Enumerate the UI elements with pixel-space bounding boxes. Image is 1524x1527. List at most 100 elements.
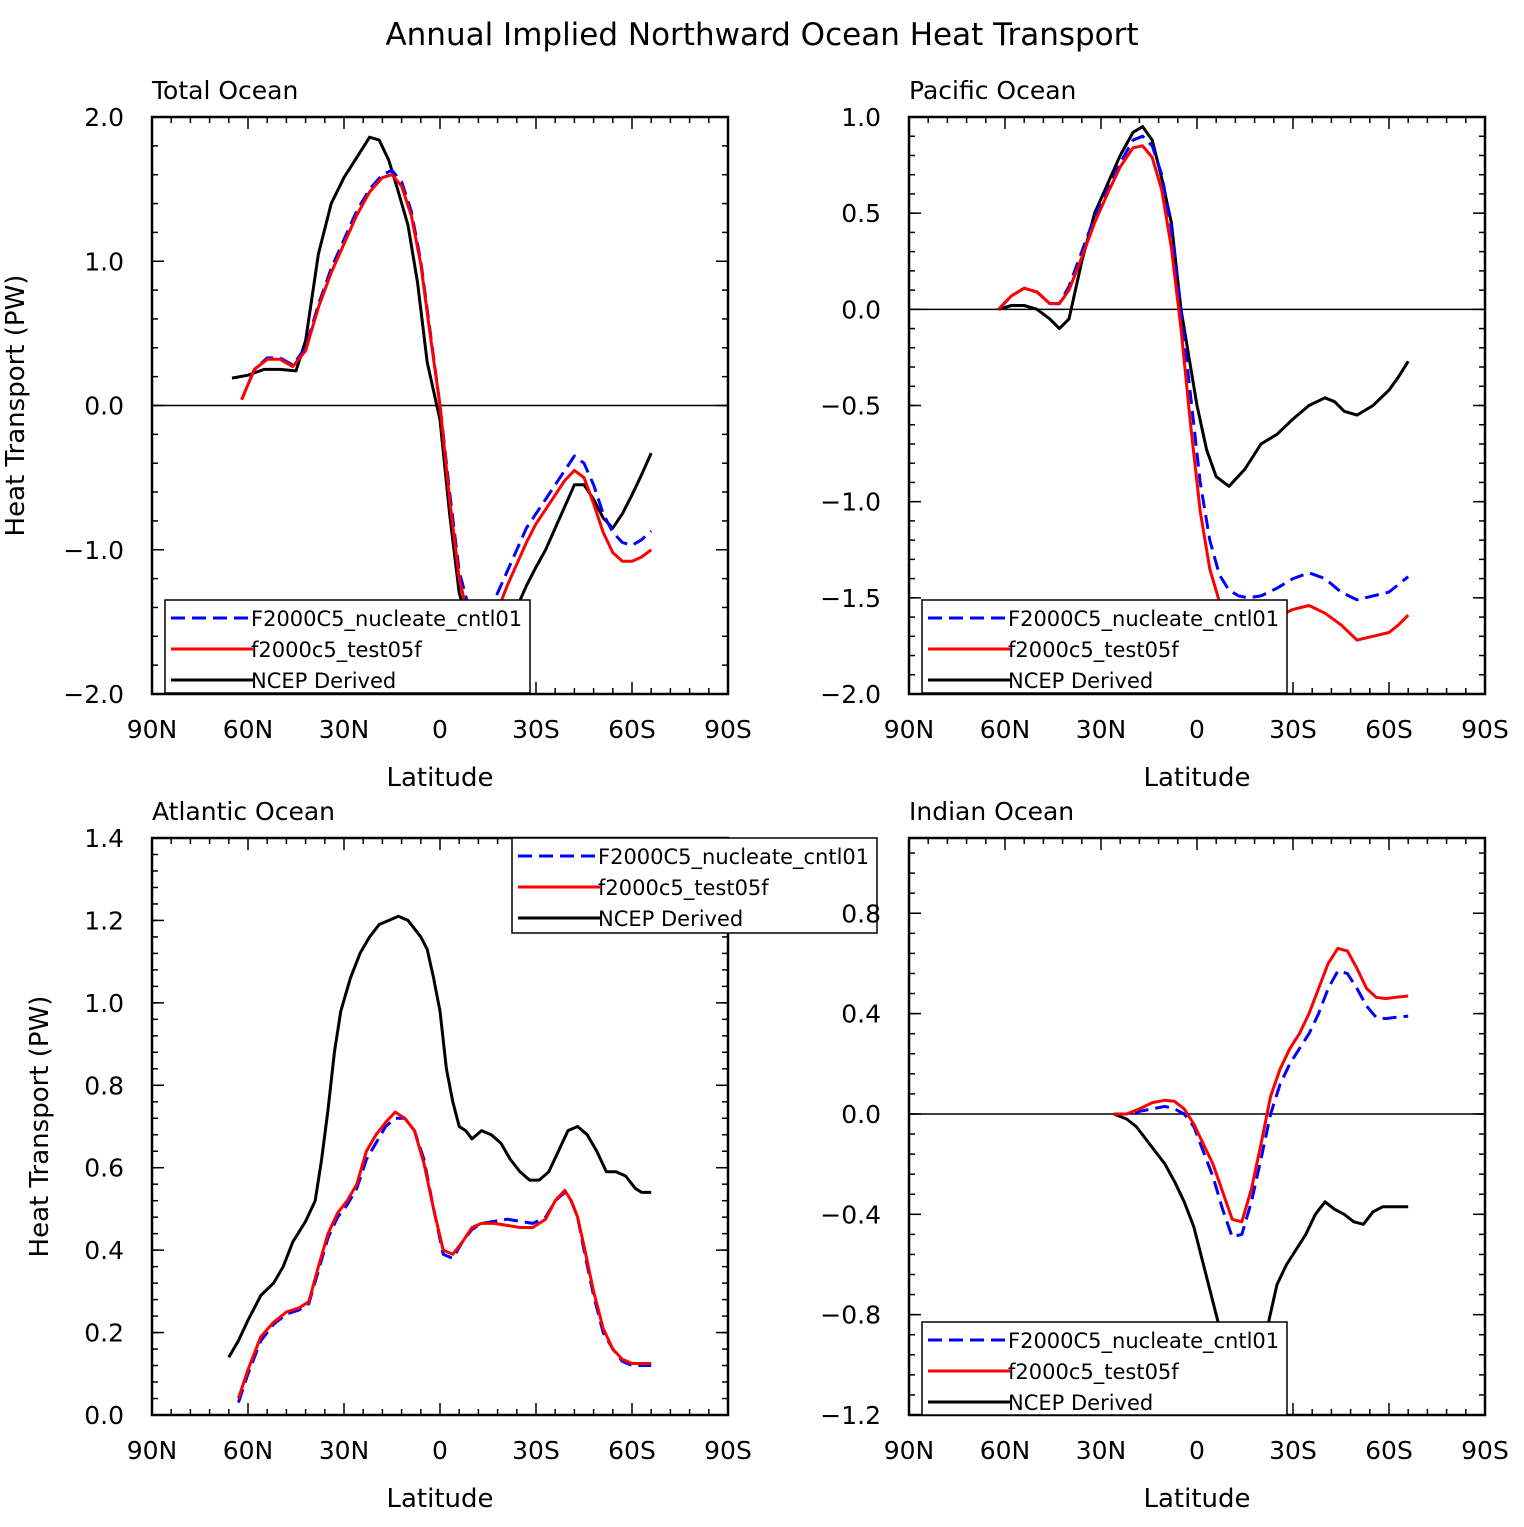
x-tick-label: 90N	[884, 1436, 935, 1465]
legend-label: NCEP Derived	[251, 669, 396, 693]
series-line-ncep-derived	[227, 914, 652, 1359]
legend-label: f2000c5_test05f	[251, 638, 422, 663]
x-axis-label: Latitude	[1143, 1484, 1250, 1514]
y-tick-label: −2.0	[63, 680, 124, 709]
y-tick-label: 1.2	[84, 906, 124, 935]
y-axis-label: Heat Transport (PW)	[1, 275, 31, 537]
x-tick-label: 90S	[1461, 715, 1509, 744]
x-tick-label: 0	[432, 715, 448, 744]
series-line-f2000c5-test05f	[236, 1110, 652, 1399]
x-tick-label: 0	[432, 1436, 448, 1465]
legend-label: F2000C5_nucleate_cntl01	[251, 607, 522, 632]
x-tick-label: 90S	[704, 715, 752, 744]
y-tick-label: 0.8	[841, 899, 881, 928]
x-tick-label: 30N	[1076, 1436, 1127, 1465]
panel-atlantic-ocean: Atlantic Ocean 90N 60N 30N 0 30S 60S 90S Latitud…	[25, 797, 878, 1514]
series-line-f2000c5-test05f	[240, 173, 653, 635]
y-tick-label: −0.5	[820, 392, 881, 421]
panel-title: Atlantic Ocean	[152, 797, 335, 826]
y-tick-label: 1.4	[84, 824, 124, 853]
x-tick-label: 30N	[1076, 715, 1127, 744]
panel-title: Pacific Ocean	[909, 76, 1076, 105]
x-tick-label: 60S	[1365, 715, 1413, 744]
y-tick-label: 1.0	[84, 989, 124, 1018]
y-tick-label: 0.6	[84, 1154, 124, 1183]
plot-frame	[150, 836, 730, 1417]
x-tick-label: 30S	[1269, 715, 1317, 744]
figure-title: Annual Implied Northward Ocean Heat Tran…	[385, 17, 1138, 53]
series-line-f2000c5-nucleate-cntl01	[236, 1116, 652, 1404]
x-axis-label: Latitude	[386, 1484, 493, 1514]
panels: Total Ocean 90N 60N 30N 0 30S 60S 90S Latitude −2…	[1, 76, 1509, 1514]
legend: F2000C5_nucleate_cntl01 f2000c5_test05f NC…	[921, 599, 1288, 694]
legend-label: f2000c5_test05f	[1008, 1360, 1179, 1385]
legend-label: NCEP Derived	[1008, 669, 1153, 693]
y-tick-label: −0.8	[820, 1301, 881, 1330]
y-tick-label: −1.2	[820, 1401, 881, 1430]
plot-frame	[907, 115, 1487, 696]
y-tick-label: 0.0	[841, 1100, 881, 1129]
y-tick-label: −1.0	[820, 488, 881, 517]
x-tick-label: 30N	[319, 1436, 370, 1465]
x-tick-label: 60S	[608, 1436, 656, 1465]
y-tick-label: −1.0	[63, 536, 124, 565]
x-tick-label: 30N	[319, 715, 370, 744]
series-line-f2000c5-nucleate-cntl01	[1113, 969, 1409, 1239]
y-tick-label: −2.0	[820, 680, 881, 709]
x-tick-label: 90S	[704, 1436, 752, 1465]
legend-box	[164, 599, 531, 694]
x-tick-label: 60N	[980, 715, 1031, 744]
panel-pacific-ocean: Pacific Ocean 90N 60N 30N 0 30S 60S 90S Latitude…	[820, 76, 1509, 793]
y-tick-label: 0.0	[84, 1401, 124, 1430]
legend-label: NCEP Derived	[598, 907, 743, 931]
legend-label: NCEP Derived	[1008, 1391, 1153, 1415]
y-tick-label: 0.0	[841, 295, 881, 324]
x-tick-label: 0	[1189, 715, 1205, 744]
panel-total-ocean: Total Ocean 90N 60N 30N 0 30S 60S 90S Latitude −2…	[1, 76, 752, 793]
x-axis-label: Latitude	[386, 763, 493, 793]
x-tick-label: 0	[1189, 1436, 1205, 1465]
y-tick-label: 0.8	[84, 1071, 124, 1100]
x-tick-label: 60N	[980, 1436, 1031, 1465]
series-line-f2000c5-nucleate-cntl01	[240, 168, 653, 624]
y-tick-label: −1.5	[820, 584, 881, 613]
legend-label: f2000c5_test05f	[1008, 638, 1179, 663]
legend-label: F2000C5_nucleate_cntl01	[1008, 1329, 1279, 1354]
y-tick-label: 1.0	[84, 247, 124, 276]
x-tick-label: 60S	[608, 715, 656, 744]
y-tick-label: 0.5	[841, 199, 881, 228]
series-line-ncep-derived	[231, 135, 653, 650]
panel-title: Total Ocean	[151, 76, 298, 105]
legend: F2000C5_nucleate_cntl01 f2000c5_test05f NC…	[164, 599, 531, 694]
y-tick-label: 0.2	[84, 1319, 124, 1348]
y-tick-label: 0.0	[84, 392, 124, 421]
x-tick-label: 30S	[512, 715, 560, 744]
legend: F2000C5_nucleate_cntl01 f2000c5_test05f NC…	[511, 837, 878, 934]
y-axis-label: Heat Transport (PW)	[25, 996, 55, 1258]
x-tick-label: 90N	[884, 715, 935, 744]
y-tick-label: −0.4	[820, 1200, 881, 1229]
x-tick-label: 60N	[223, 1436, 274, 1465]
x-axis-label: Latitude	[1143, 763, 1250, 793]
y-tick-label: 2.0	[84, 103, 124, 132]
x-tick-label: 60S	[1365, 1436, 1413, 1465]
plot-frame	[150, 115, 730, 696]
x-tick-label: 90S	[1461, 1436, 1509, 1465]
legend-box	[921, 1321, 1288, 1416]
x-tick-label: 60N	[223, 715, 274, 744]
legend-label: F2000C5_nucleate_cntl01	[598, 845, 869, 870]
legend-label: f2000c5_test05f	[598, 876, 769, 901]
panel-indian-ocean: Indian Ocean 90N 60N 30N 0 30S 60S 90S Latitude −…	[820, 797, 1509, 1514]
y-tick-label: 0.4	[84, 1236, 124, 1265]
series-line-ncep-derived	[998, 125, 1410, 488]
y-tick-label: 0.4	[841, 1000, 881, 1029]
legend-box	[921, 599, 1288, 694]
y-tick-label: 1.0	[841, 103, 881, 132]
x-tick-label: 30S	[1269, 1436, 1317, 1465]
x-tick-label: 30S	[512, 1436, 560, 1465]
panel-title: Indian Ocean	[909, 797, 1074, 826]
x-tick-label: 90N	[127, 1436, 178, 1465]
legend: F2000C5_nucleate_cntl01 f2000c5_test05f NC…	[921, 1321, 1288, 1416]
series-line-f2000c5-test05f	[1113, 946, 1409, 1224]
